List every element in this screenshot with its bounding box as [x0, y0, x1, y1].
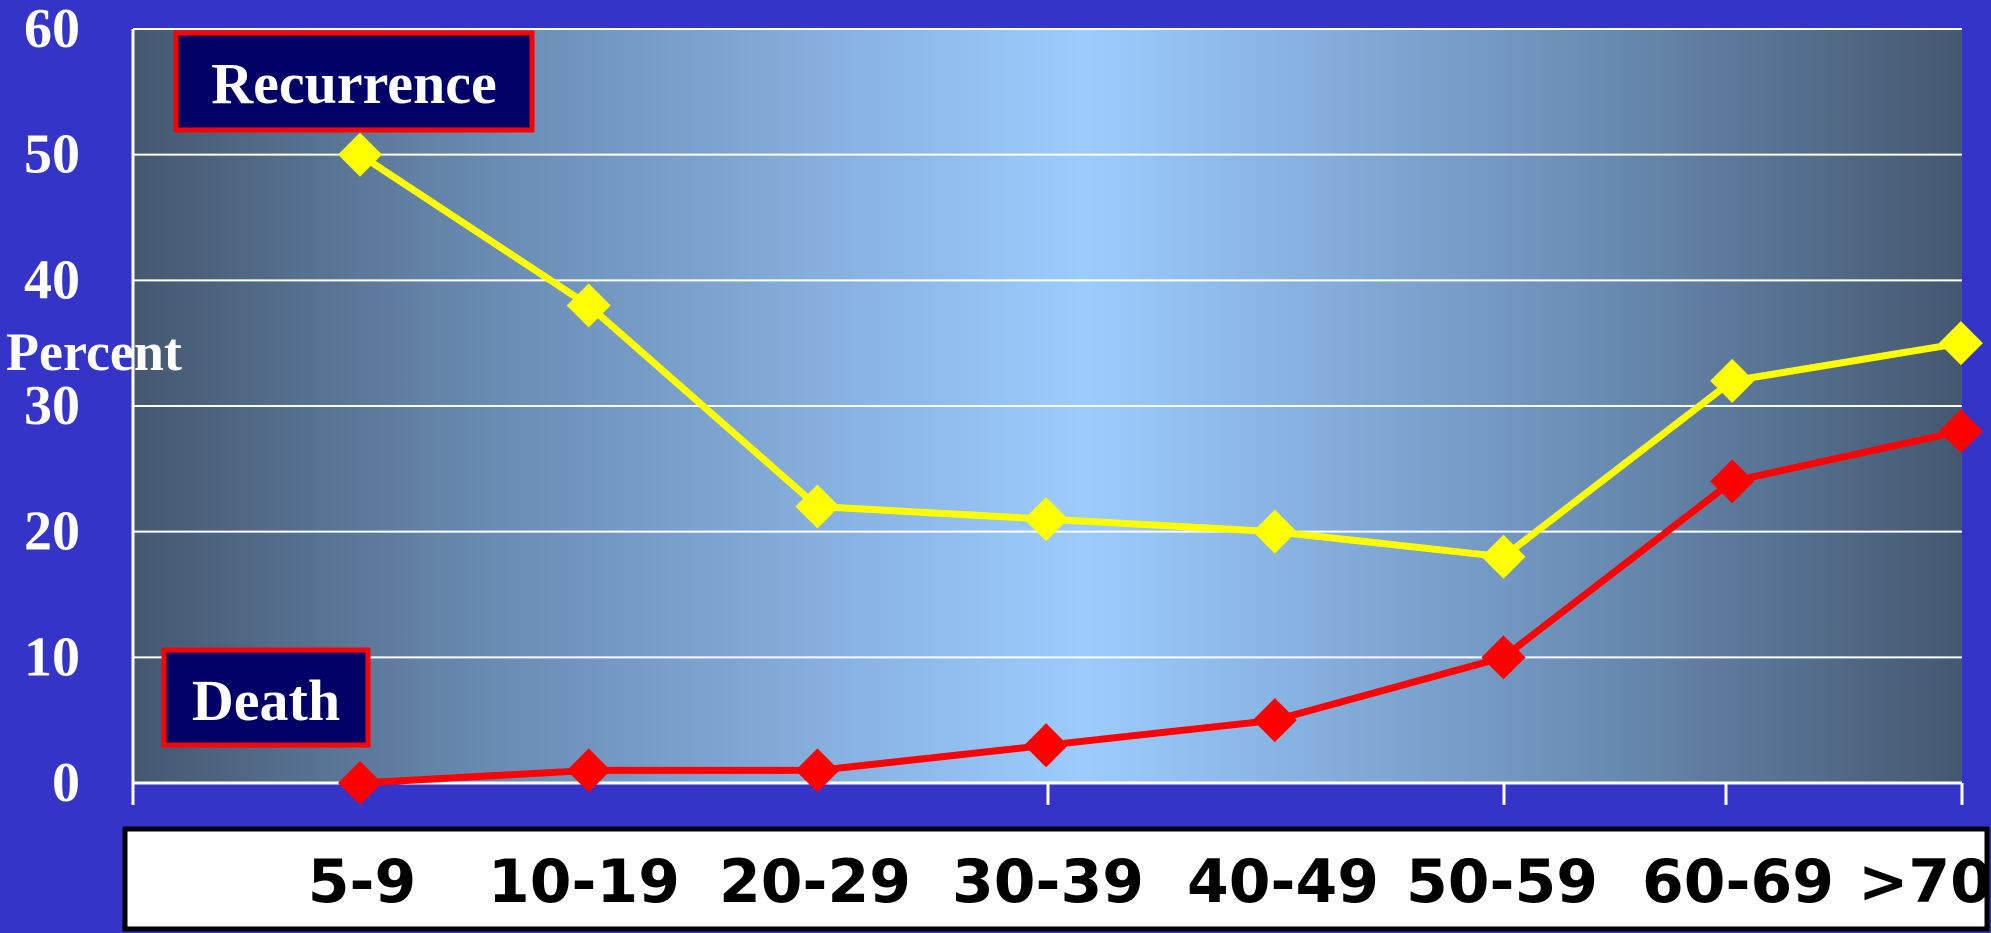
x-axis-strip: 5-9 10-19 20-29 30-39 40-49 50-59 60-69 >70 — [122, 826, 1991, 932]
x-tick-label: 60-69 — [1642, 847, 1834, 917]
series-label: Death — [192, 668, 340, 733]
x-tick-label: 40-49 — [1187, 847, 1379, 917]
callout-recurrence: Recurrence — [173, 30, 535, 133]
series-layer — [338, 132, 1983, 805]
callout-box — [173, 30, 535, 133]
x-tick-label: 10-19 — [488, 847, 680, 917]
y-tick-label: 20 — [24, 501, 80, 563]
data-point-marker — [1024, 723, 1069, 768]
data-point-marker — [1481, 635, 1526, 680]
x-tick-label: 50-59 — [1406, 847, 1598, 917]
axes — [131, 29, 1964, 805]
data-point-marker — [566, 283, 611, 328]
callout-death: Death — [161, 647, 371, 748]
series-line — [359, 427, 1962, 787]
data-point-marker — [1252, 698, 1297, 743]
data-point-marker — [1481, 534, 1526, 579]
y-tick-label: 0 — [52, 752, 80, 814]
data-point-marker — [795, 484, 840, 529]
y-tick-label: 10 — [24, 626, 80, 688]
data-point-marker — [1024, 497, 1069, 542]
data-point-marker — [338, 761, 382, 805]
data-point-marker — [795, 748, 840, 793]
y-tick-label: 50 — [24, 124, 80, 186]
data-point-marker — [1938, 321, 1983, 366]
x-axis-label-box — [122, 826, 1990, 932]
data-point-marker — [1938, 409, 1983, 454]
data-point-marker — [1710, 358, 1755, 403]
data-point-marker — [1252, 509, 1297, 554]
series-recurrence — [338, 132, 1983, 579]
series-callouts: Recurrence Death — [161, 30, 535, 748]
y-tick-label: 30 — [24, 375, 80, 437]
x-tick-label: 30-39 — [952, 847, 1144, 917]
callout-box — [161, 647, 371, 748]
x-tick-label: 20-29 — [719, 847, 911, 917]
series-line — [358, 151, 1962, 561]
series-label: Recurrence — [211, 51, 497, 116]
y-tick-label: 60 — [24, 0, 80, 60]
data-point-marker — [1710, 459, 1755, 504]
y-tick-labels: 0 10 20 30 40 50 60 — [24, 0, 80, 814]
series-death — [338, 409, 1983, 805]
data-point-marker — [566, 748, 611, 793]
y-tick-label: 40 — [24, 249, 80, 311]
x-tick-label: >70 — [1858, 847, 1991, 917]
y-axis-label: Percent — [6, 322, 182, 382]
x-tick-label: 5-9 — [308, 847, 416, 917]
data-point-marker — [338, 132, 382, 177]
